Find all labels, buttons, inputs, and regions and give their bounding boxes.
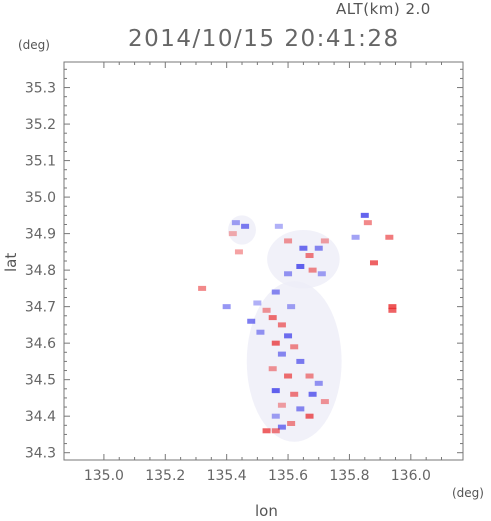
data-cell <box>277 351 286 357</box>
y-tick-label: 34.5 <box>25 373 56 389</box>
data-cell <box>308 267 317 273</box>
data-cell <box>271 340 280 346</box>
data-cell <box>241 223 250 229</box>
y-tick-label: 35.1 <box>25 154 56 170</box>
data-cell <box>271 289 280 295</box>
data-cell <box>296 358 305 364</box>
data-cell <box>256 329 265 335</box>
data-cell <box>277 322 286 328</box>
data-cell <box>222 304 231 310</box>
y-tick-label: 34.8 <box>25 263 56 279</box>
echo-haze-layer <box>228 215 342 442</box>
data-cell <box>274 223 283 229</box>
x-axis-label: lon <box>255 502 278 520</box>
data-cell <box>369 260 378 266</box>
y-axis-unit: (deg) <box>18 38 50 52</box>
y-tick-label: 34.7 <box>25 300 56 316</box>
data-cell <box>314 245 323 251</box>
data-cell <box>308 391 317 397</box>
altitude-label: ALT(km) 2.0 <box>336 0 431 18</box>
y-tick-label: 34.4 <box>25 409 56 425</box>
y-tick-label: 35.2 <box>25 117 56 133</box>
data-cell <box>296 406 305 412</box>
data-cell <box>290 344 299 350</box>
data-cell <box>360 212 369 218</box>
data-cell <box>277 424 286 430</box>
x-tick-label: 135.2 <box>145 468 185 484</box>
data-cell <box>287 420 296 426</box>
data-cell <box>287 304 296 310</box>
data-cell <box>268 366 277 372</box>
x-tick-label: 135.6 <box>268 468 308 484</box>
x-tick-label: 135.0 <box>84 468 124 484</box>
data-cell <box>228 231 237 237</box>
data-cell <box>385 234 394 240</box>
x-tick-label: 135.8 <box>329 468 369 484</box>
data-cell <box>388 304 397 310</box>
y-axis-ticks: 34.3 34.4 34.5 34.6 34.7 34.8 34.9 35.0 35.1 35.2… <box>25 68 463 462</box>
data-cell <box>305 373 314 379</box>
echo-haze-2 <box>228 215 256 245</box>
data-cell <box>363 220 372 226</box>
data-cell <box>290 391 299 397</box>
data-cell <box>351 234 360 240</box>
data-cell <box>271 428 280 434</box>
data-cell <box>198 285 207 291</box>
data-cell <box>388 307 397 313</box>
y-tick-label: 35.0 <box>25 190 56 206</box>
data-cell <box>262 307 271 313</box>
data-cell <box>271 413 280 419</box>
y-tick-label: 34.6 <box>25 336 56 352</box>
data-cell <box>284 271 293 277</box>
data-cell <box>253 300 262 306</box>
echo-haze-1 <box>267 229 340 289</box>
data-cell <box>299 245 308 251</box>
data-cell <box>314 380 323 386</box>
data-cell <box>317 271 326 277</box>
data-cell <box>320 238 329 244</box>
y-tick-label: 34.9 <box>25 227 56 243</box>
data-cell <box>231 220 240 226</box>
x-tick-label: 136.0 <box>391 468 431 484</box>
echo-haze-0 <box>246 281 342 442</box>
y-tick-label: 35.3 <box>25 81 56 97</box>
data-cells <box>198 212 397 434</box>
data-cell <box>320 399 329 405</box>
data-cell <box>284 238 293 244</box>
data-cell <box>277 402 286 408</box>
data-cell <box>284 373 293 379</box>
data-cell <box>271 388 280 394</box>
data-cell <box>268 315 277 321</box>
data-cell <box>305 413 314 419</box>
data-cell <box>296 263 305 269</box>
data-cell <box>262 428 271 434</box>
data-cell <box>305 253 314 259</box>
timestamp-title: 2014/10/15 20:41:28 <box>128 26 400 52</box>
data-cell <box>247 318 256 324</box>
x-tick-label: 135.4 <box>207 468 247 484</box>
x-axis-ticks: 135.0 135.2 135.4 135.6 135.8 136.0 <box>84 62 443 484</box>
data-cell <box>284 333 293 339</box>
data-cell <box>234 249 243 255</box>
y-tick-label: 34.3 <box>25 446 56 462</box>
x-axis-unit: (deg) <box>452 486 484 500</box>
